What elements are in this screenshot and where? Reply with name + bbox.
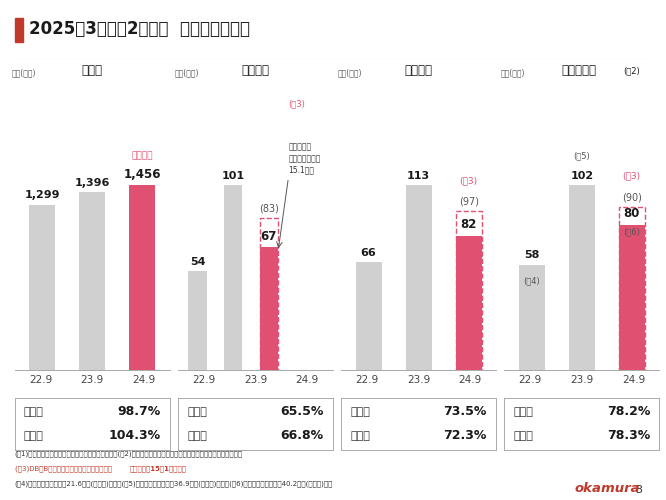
Text: 113: 113 [407,170,430,180]
Text: (注5): (注5) [573,152,590,160]
Text: 66.8%: 66.8% [280,430,324,442]
Text: (注3): (注3) [288,100,305,109]
Bar [129,185,155,370]
Text: 計画比: 計画比 [187,406,207,416]
Text: (注1)記載金額は表示単位未満を四捨五入して表示　(注2)当期純利益は「親会社株主に帰属する当期純利益」を表す: (注1)記載金額は表示単位未満を四捨五入して表示 (注2)当期純利益は「親会社株… [15,450,243,456]
Text: 72.3%: 72.3% [444,430,487,442]
Bar [519,264,545,370]
Text: 58: 58 [524,250,539,260]
Text: 前年比: 前年比 [24,431,44,441]
Bar [456,236,482,370]
Text: (注4)投資有価証券売却益21.6億円(税引前)含む　(注5)投資有価証券売却益36.9億円(税引前)含む　(注6)投資有価証券売却益40.2億円(税引前)含む: (注4)投資有価証券売却益21.6億円(税引前)含む (注5)投資有価証券売却益… [15,480,333,487]
Bar [569,185,595,370]
Bar [15,18,23,42]
Text: 24.9: 24.9 [296,374,319,384]
Text: 22.9: 22.9 [29,374,52,384]
Text: 単位(億円): 単位(億円) [501,68,525,78]
Text: (注3): (注3) [623,172,641,181]
Text: 82: 82 [460,218,477,232]
Bar [29,205,55,370]
Text: 単位(億円): 単位(億円) [338,68,362,78]
Text: 営業利益: 営業利益 [241,64,270,78]
Text: 22.9: 22.9 [355,374,378,384]
Bar [406,185,432,370]
Text: 23.9: 23.9 [81,374,104,384]
Text: (97): (97) [459,197,479,207]
Bar [260,247,278,370]
Text: 計画比: 計画比 [24,406,44,416]
Text: 101: 101 [222,170,244,180]
Text: 24.9: 24.9 [622,374,645,384]
Text: okamura: okamura [575,482,641,495]
Bar [619,225,645,370]
Bar [188,271,206,370]
Text: (注3)DB＆B社のれん償却一括計上の影響含む: (注3)DB＆B社のれん償却一括計上の影響含む [15,465,116,472]
Text: 104.3%: 104.3% [109,430,161,442]
Text: 前年比: 前年比 [350,431,370,441]
Text: 当期純利益: 当期純利益 [561,64,596,78]
Text: 98.7%: 98.7% [117,405,161,418]
Text: 78.2%: 78.2% [607,405,650,418]
Text: 売上高: 売上高 [82,64,103,78]
Text: 過去最高: 過去最高 [132,152,153,160]
Text: 計画比: 計画比 [350,406,370,416]
Text: 24.9: 24.9 [133,374,156,384]
Text: 22.9: 22.9 [192,374,215,384]
Text: 単位(億円): 単位(億円) [174,68,199,78]
Text: 78.3%: 78.3% [607,430,650,442]
Text: 1,299: 1,299 [25,190,60,200]
Text: 102: 102 [570,170,593,180]
Text: 経常利益: 経常利益 [404,64,433,78]
Text: (注2): (注2) [623,66,640,76]
Text: 23.9: 23.9 [244,374,267,384]
Text: 1,396: 1,396 [75,178,110,188]
Text: (83): (83) [259,204,279,214]
Text: 前年同期比15．1億円増加: 前年同期比15．1億円増加 [129,465,186,472]
Text: 単位(億円): 単位(億円) [11,68,36,78]
Text: 23.9: 23.9 [570,374,593,384]
Text: 66: 66 [361,248,376,258]
Text: 前年比: 前年比 [513,431,533,441]
Text: 54: 54 [190,256,205,266]
Text: 前年比: 前年比 [187,431,207,441]
Bar [224,185,242,370]
Text: (注3): (注3) [460,176,478,185]
Text: (注6): (注6) [623,228,640,236]
Text: 22.9: 22.9 [518,374,541,384]
Text: 1,456: 1,456 [124,168,161,180]
Text: のれん償却
一括計上の影響
15.1億円: のれん償却 一括計上の影響 15.1億円 [288,142,321,175]
Text: (注4): (注4) [523,276,540,285]
Bar [356,262,382,370]
Text: 3: 3 [635,485,643,495]
Text: 73.5%: 73.5% [444,405,487,418]
Bar [79,192,105,370]
Text: 計画比: 計画比 [513,406,533,416]
Text: 80: 80 [623,208,640,220]
Text: 67: 67 [260,230,277,243]
Text: 24.9: 24.9 [459,374,482,384]
Text: 23.9: 23.9 [407,374,430,384]
Text: 2025年3月期第2四半期  業績ハイライト: 2025年3月期第2四半期 業績ハイライト [29,20,250,38]
Text: (90): (90) [622,192,642,202]
Text: 65.5%: 65.5% [280,405,324,418]
